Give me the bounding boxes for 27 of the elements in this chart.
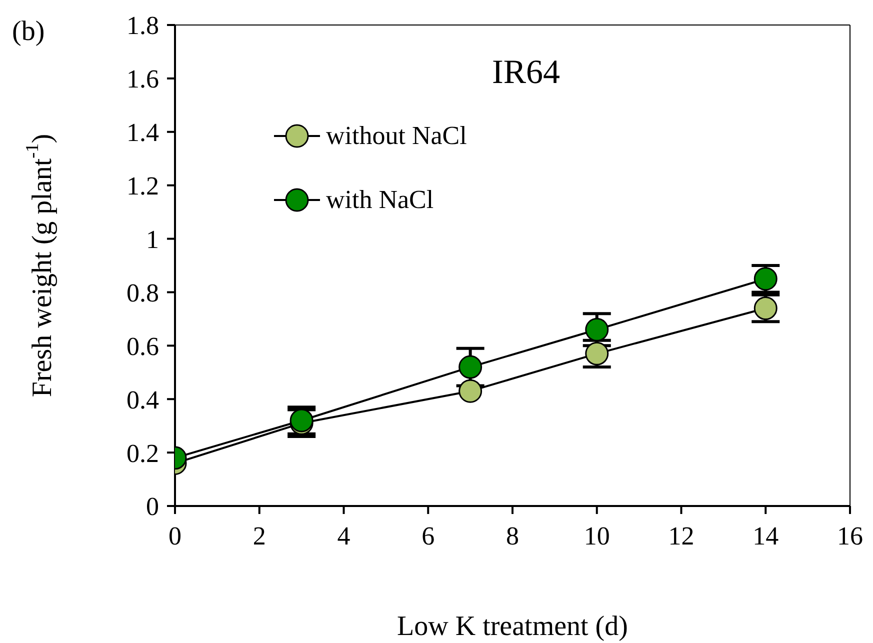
y-tick-label: 1.4 bbox=[126, 118, 159, 148]
text: IR64 bbox=[492, 54, 560, 91]
x-tick-label: 10 bbox=[584, 521, 610, 550]
point bbox=[458, 355, 482, 379]
x-tick-label: 2 bbox=[252, 521, 266, 550]
y-tick-label: 0.2 bbox=[126, 438, 159, 468]
y-tick-label: 0.6 bbox=[126, 332, 159, 361]
x-tick-label: 14 bbox=[752, 521, 779, 550]
legend-label: with NaCl bbox=[326, 185, 434, 215]
y-tick-label: 0.8 bbox=[126, 278, 159, 308]
point bbox=[585, 318, 609, 342]
x-tick-label: 16 bbox=[837, 521, 863, 550]
x-tick-label: 12 bbox=[668, 521, 694, 550]
text: (b) bbox=[12, 16, 45, 47]
x-axis-title: Low K treatment (d) bbox=[397, 611, 628, 642]
legend-label: without NaCl bbox=[326, 121, 467, 151]
x-tick-label: 6 bbox=[422, 521, 435, 550]
x-tick-label: 0 bbox=[168, 521, 182, 550]
x-tick-label: 8 bbox=[506, 521, 519, 550]
y-tick-label: 1.2 bbox=[126, 172, 159, 201]
y-tick-label: 1 bbox=[146, 225, 159, 254]
y-tick-label: 0.4 bbox=[126, 385, 159, 414]
y-tick-label: 1.8 bbox=[126, 11, 159, 40]
y-tick-label: 1.6 bbox=[126, 64, 159, 94]
y-tick-label: 0 bbox=[146, 492, 159, 522]
point bbox=[458, 379, 482, 403]
x-tick-label: 4 bbox=[337, 521, 350, 550]
